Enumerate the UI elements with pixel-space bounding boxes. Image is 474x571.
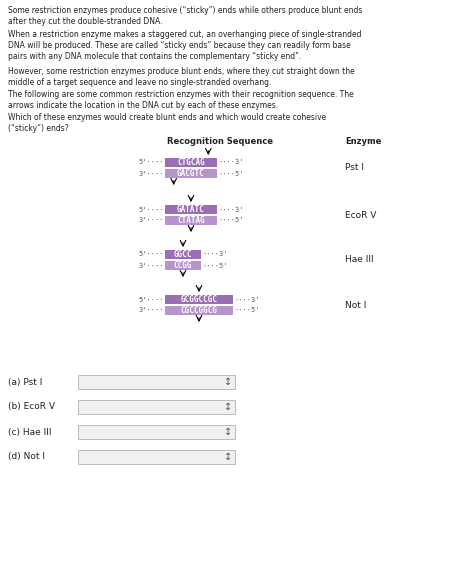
Text: Hae III: Hae III [345,255,374,264]
Text: (b) EcoR V: (b) EcoR V [8,403,55,412]
Text: 3'····: 3'···· [138,263,164,268]
Text: ↕: ↕ [224,452,232,462]
Text: 3'····: 3'···· [138,218,164,223]
Text: GACGTC: GACGTC [177,169,205,178]
Text: ↕: ↕ [224,427,232,437]
Text: ↕: ↕ [224,377,232,387]
Text: Which of these enzymes would create blunt ends and which would create cohesive
(: Which of these enzymes would create blun… [8,113,326,133]
Bar [78,400,235,414]
Text: 3'····: 3'···· [138,171,164,176]
Text: CCGG: CCGG [174,261,192,270]
Text: ····3': ····3' [218,159,244,166]
Bar [78,450,235,464]
Text: ····5': ····5' [202,263,228,268]
Text: ····3': ····3' [202,251,228,258]
Text: Pst I: Pst I [345,163,364,172]
Text: (c) Hae III: (c) Hae III [8,428,52,436]
Text: Enzyme: Enzyme [345,137,382,146]
Bar [165,169,217,178]
Text: GATATC: GATATC [177,205,205,214]
Text: ····5': ····5' [218,218,244,223]
Text: CGCCGGCG: CGCCGGCG [181,306,218,315]
Text: EcoR V: EcoR V [345,211,376,219]
Text: ····5': ····5' [234,308,259,313]
Text: 5'····: 5'···· [138,251,164,258]
Text: GCGGCCGC: GCGGCCGC [181,295,218,304]
Bar [165,250,201,259]
Bar [165,205,217,214]
Text: CTATAG: CTATAG [177,216,205,225]
Text: Recognition Sequence: Recognition Sequence [167,137,273,146]
Text: 5'····: 5'···· [138,159,164,166]
Text: CTGCAG: CTGCAG [177,158,205,167]
Text: The following are some common restriction enzymes with their recognition sequenc: The following are some common restrictio… [8,90,354,110]
Text: 5'····: 5'···· [138,296,164,303]
Text: ····3': ····3' [234,296,259,303]
Text: When a restriction enzyme makes a staggered cut, an overhanging piece of single-: When a restriction enzyme makes a stagge… [8,30,362,61]
Bar [165,306,233,315]
Bar [165,261,201,270]
Bar [78,375,235,389]
Text: Not I: Not I [345,300,366,309]
Text: ····5': ····5' [218,171,244,176]
Text: ↕: ↕ [224,402,232,412]
Text: Some restriction enzymes produce cohesive (“sticky”) ends while others produce b: Some restriction enzymes produce cohesiv… [8,6,363,26]
Text: 5'····: 5'···· [138,207,164,212]
Bar [165,216,217,225]
Text: (d) Not I: (d) Not I [8,452,45,461]
Text: However, some restriction enzymes produce blunt ends, where they cut straight do: However, some restriction enzymes produc… [8,67,355,87]
Text: ····3': ····3' [218,207,244,212]
Text: GGCC: GGCC [174,250,192,259]
Bar [78,425,235,439]
Text: 3'····: 3'···· [138,308,164,313]
Bar [165,295,233,304]
Bar [165,158,217,167]
Text: (a) Pst I: (a) Pst I [8,377,42,387]
